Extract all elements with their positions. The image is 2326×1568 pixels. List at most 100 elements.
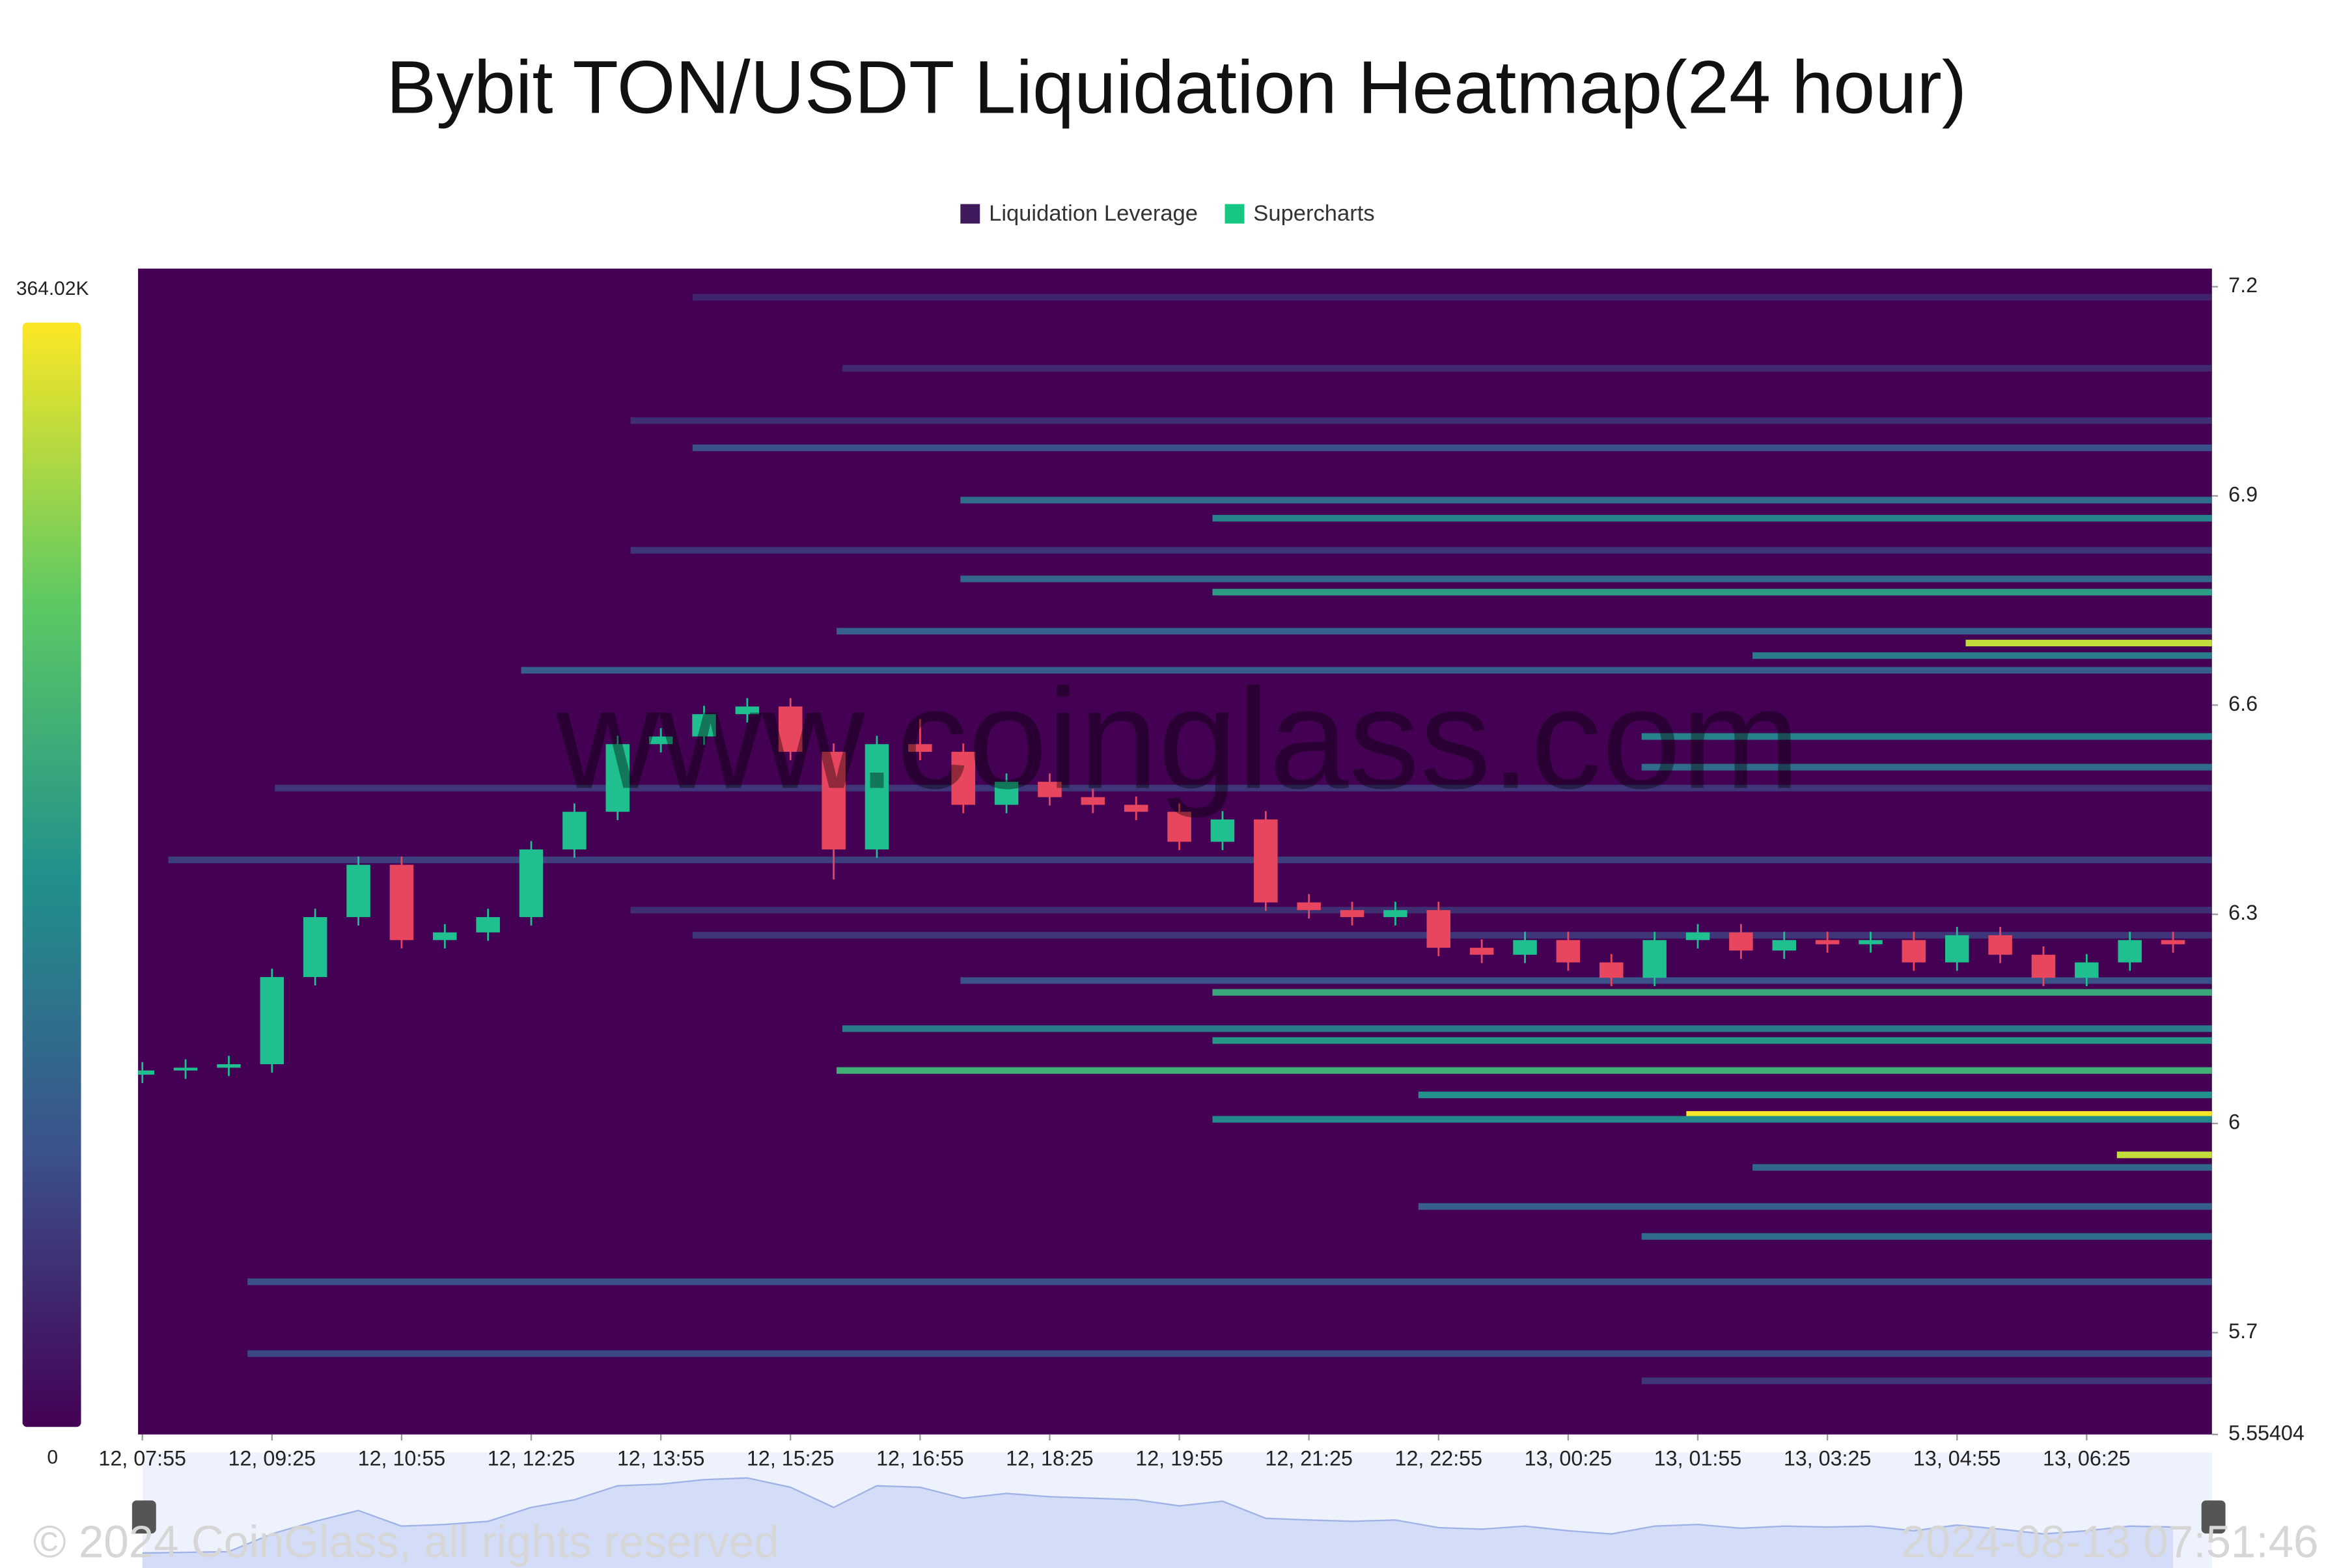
candle-body [1426, 910, 1451, 948]
heat-band [692, 294, 2212, 301]
candle-body [138, 1070, 154, 1075]
heat-band [1641, 1233, 2212, 1240]
heat-band [842, 364, 2212, 372]
x-tick-label: 12, 15:25 [747, 1447, 835, 1470]
candle-body [1254, 819, 1278, 903]
candle-body [1815, 940, 1840, 944]
legend-label: Supercharts [1253, 201, 1374, 226]
candle-body [1902, 940, 1926, 963]
y-tick-label: 6.3 [2228, 901, 2258, 924]
candle-body [2161, 940, 2185, 944]
candle-body [173, 1067, 198, 1071]
plot-area [138, 294, 2212, 1384]
color-bar [22, 322, 81, 1427]
heat-band [1212, 1116, 2212, 1123]
candle-body [822, 752, 846, 850]
heat-band [630, 907, 2212, 914]
x-tick-label: 12, 09:25 [228, 1447, 316, 1470]
heat-band [630, 547, 2212, 554]
x-tick-label: 12, 12:25 [488, 1447, 575, 1470]
x-tick-label: 12, 19:55 [1135, 1447, 1223, 1470]
heat-band [960, 575, 2212, 583]
candle-body [519, 849, 544, 917]
candle-body [1340, 910, 1364, 917]
heat-band [1641, 763, 2212, 771]
heat-band [275, 784, 2212, 791]
navigator-line [142, 1477, 2174, 1554]
candle-body [2031, 954, 2056, 978]
plot-background [138, 268, 2212, 1435]
candle-body [1210, 819, 1235, 842]
candle-body [1685, 932, 1710, 941]
candle-body [303, 916, 327, 978]
heat-band [960, 977, 2212, 984]
candle-body [1945, 935, 1969, 963]
heat-band [692, 444, 2212, 452]
heat-band [842, 1025, 2212, 1032]
candle-body [260, 977, 284, 1065]
x-tick-label: 12, 22:55 [1395, 1447, 1483, 1470]
heat-band [2116, 1151, 2212, 1159]
x-tick-label: 13, 03:25 [1784, 1447, 1872, 1470]
candle-body [951, 752, 975, 805]
candle-body [346, 864, 370, 917]
candle-body [1772, 940, 1797, 951]
navigator [142, 1477, 2174, 1568]
candle-body [735, 706, 760, 715]
heat-band [1965, 639, 2212, 647]
candle-body [389, 864, 414, 941]
candle-body [648, 736, 673, 745]
heat-band [1212, 588, 2212, 596]
heat-band [1641, 1377, 2212, 1384]
y-tick-label: 5.55404 [2228, 1421, 2305, 1444]
candle-body [1988, 935, 2012, 955]
candle-body [476, 916, 500, 933]
legend-swatch [1225, 204, 1245, 224]
heat-band [837, 1067, 2212, 1074]
candle-body [1556, 940, 1581, 963]
candle-body [1513, 940, 1537, 955]
heat-band [168, 857, 2212, 864]
x-tick-label: 12, 18:25 [1006, 1447, 1094, 1470]
x-tick-label: 13, 04:55 [1913, 1447, 2001, 1470]
heat-band [837, 627, 2212, 635]
y-tick-label: 6.6 [2228, 692, 2258, 715]
heat-band [247, 1350, 2212, 1357]
y-tick-label: 6 [2228, 1110, 2240, 1134]
candle-body [994, 782, 1019, 805]
x-tick-label: 13, 06:25 [2043, 1447, 2131, 1470]
heat-band [692, 931, 2212, 939]
candle-body [1297, 902, 1321, 911]
candle-body [1859, 940, 1883, 944]
y-tick-label: 6.9 [2228, 482, 2258, 506]
x-tick-label: 12, 13:55 [617, 1447, 705, 1470]
navigator-handle[interactable] [2201, 1500, 2226, 1534]
heat-band [1752, 652, 2212, 659]
heat-band [247, 1278, 2212, 1286]
candle-body [1038, 782, 1062, 797]
x-tick-label: 12, 16:55 [876, 1447, 964, 1470]
heat-band [521, 667, 2212, 674]
heat-band [1686, 1111, 2212, 1118]
heat-band [1212, 515, 2212, 522]
copyright: © 2024 CoinGlass, all rights reserved [33, 1517, 779, 1567]
watermark: www.coinglass.com [555, 659, 1800, 818]
candle-body [1167, 812, 1191, 842]
navigator-handle[interactable] [132, 1500, 156, 1534]
legend-swatch [960, 204, 980, 224]
x-tick-label: 12, 21:25 [1265, 1447, 1353, 1470]
candle-body [605, 744, 630, 812]
heat-band [1418, 1092, 2212, 1099]
color-bar-label: 0 [47, 1447, 58, 1468]
x-tick-label: 12, 07:55 [98, 1447, 186, 1470]
candle-body [1729, 932, 1753, 951]
heat-band [960, 497, 2212, 504]
heat-band [1212, 989, 2212, 996]
timestamp: 2024-08-13 07:51:46 [1900, 1517, 2318, 1567]
x-tick-label: 13, 01:55 [1654, 1447, 1742, 1470]
candle-body [2075, 962, 2099, 978]
heat-band [1212, 1037, 2212, 1044]
heat-band [1641, 733, 2212, 740]
